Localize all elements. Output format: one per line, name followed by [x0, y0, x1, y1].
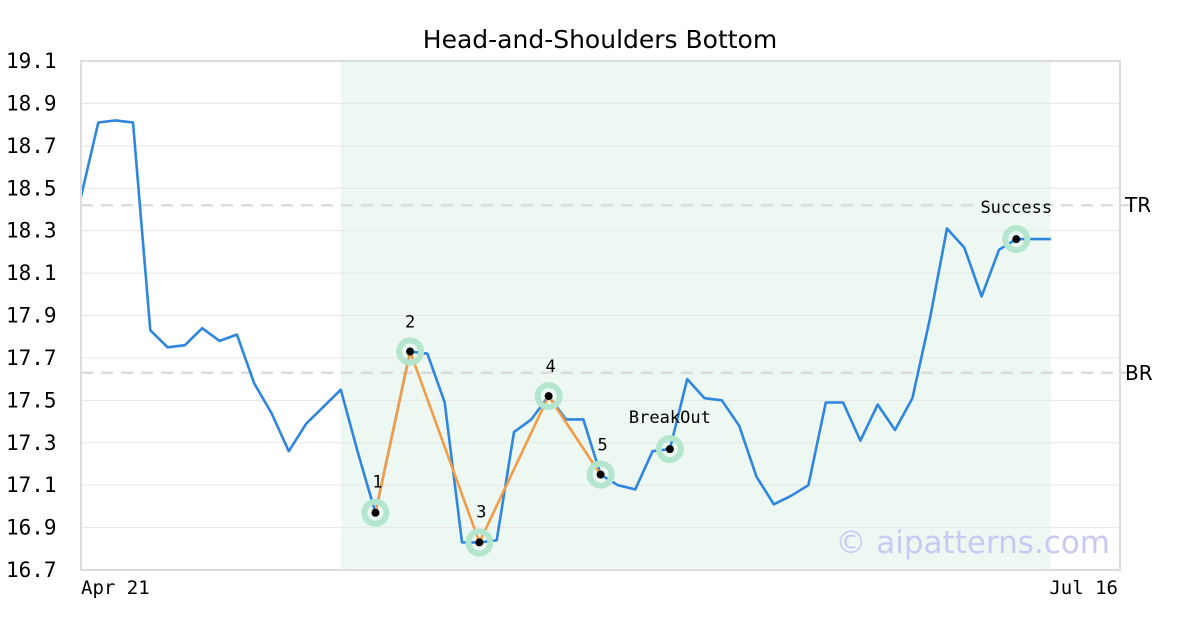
point-marker-dot — [371, 508, 380, 517]
point-label: 2 — [405, 313, 415, 333]
point-marker-ring — [361, 498, 390, 527]
y-tick-label: 18.3 — [6, 219, 57, 243]
point-marker-ring — [465, 528, 494, 557]
y-tick-label: 17.9 — [6, 304, 57, 328]
watermark: © aipatterns.com — [835, 525, 1110, 561]
level-label: TR — [1124, 193, 1151, 217]
price-series-line — [79, 119, 1051, 544]
point-marker-ring — [1002, 225, 1031, 254]
point-label: BreakOut — [629, 408, 711, 428]
markers-layer: 1 2 3 4 5 BreakOut Success — [361, 198, 1052, 557]
x-tick-label: Jul 16 — [1049, 577, 1118, 599]
y-tick-label: 17.7 — [6, 346, 57, 370]
series-layer — [79, 119, 1051, 544]
axes-layer: 19.1 18.9 18.7 18.5 18.3 18.1 17.9 17.7 17.5 17.3… — [6, 49, 1121, 599]
y-tick-label: 18.7 — [6, 134, 57, 158]
point-marker-ring — [586, 460, 615, 489]
y-tick-label: 17.5 — [6, 388, 57, 412]
plot-frame — [80, 60, 1121, 571]
point-label: 4 — [546, 357, 556, 377]
point-marker-ring — [655, 435, 684, 464]
y-tick-label: 17.1 — [6, 473, 57, 497]
point-label: 3 — [476, 502, 486, 522]
x-tick-label: Apr 21 — [81, 577, 150, 599]
point-marker-dot — [596, 470, 605, 479]
point-marker-dot — [665, 445, 674, 454]
point-label: 5 — [597, 436, 607, 456]
point-marker-dot — [406, 347, 415, 356]
chart-title: Head-and-Shoulders Bottom — [423, 25, 777, 54]
point-label: 1 — [372, 473, 382, 493]
level-label: BR — [1125, 361, 1153, 385]
y-tick-label: 19.1 — [6, 49, 57, 73]
y-tick-label: 18.9 — [6, 91, 57, 115]
point-marker-dot — [544, 392, 553, 401]
y-tick-label: 16.9 — [6, 516, 57, 540]
y-tick-label: 18.5 — [6, 176, 57, 200]
point-label: Success — [980, 198, 1052, 218]
y-tick-label: 17.3 — [6, 431, 57, 455]
levels-layer: TR BR — [81, 193, 1153, 385]
y-tick-label: 18.1 — [6, 261, 57, 285]
y-tick-label: 16.7 — [6, 558, 57, 582]
point-marker-dot — [475, 538, 484, 547]
point-marker-ring — [534, 382, 563, 411]
point-marker-ring — [396, 337, 425, 366]
point-marker-dot — [1012, 235, 1021, 244]
